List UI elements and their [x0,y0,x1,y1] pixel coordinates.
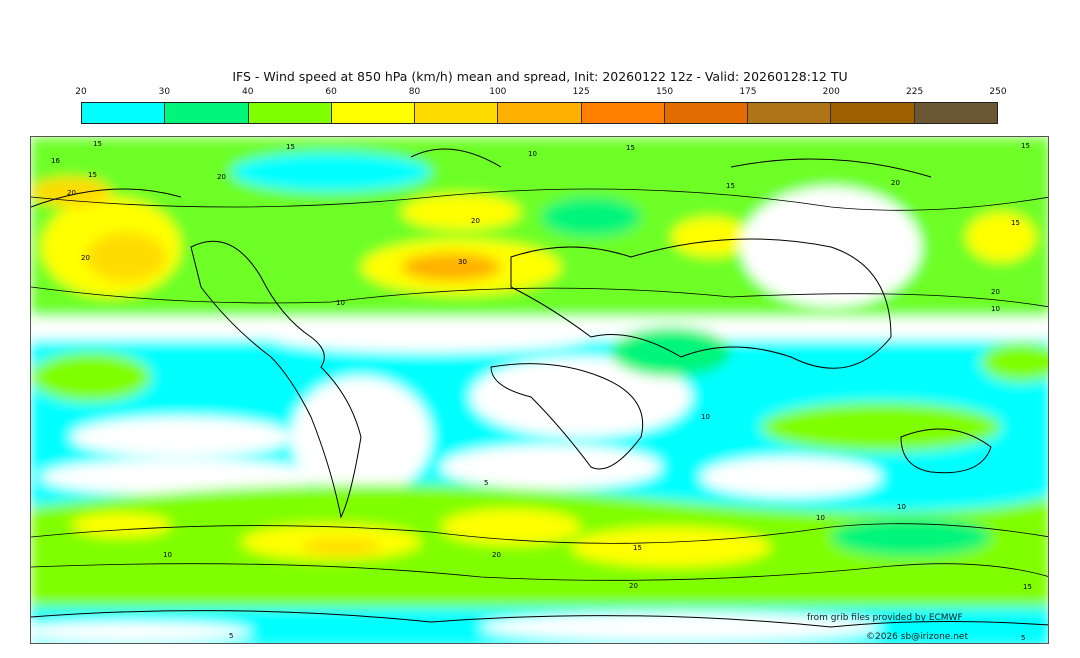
contour-label: 10 [163,551,172,559]
colorbar-tick-label: 20 [75,87,87,97]
contour-label: 20 [492,551,501,559]
colorbar-tick-label: 125 [572,87,590,97]
colorbar-tick-label: 60 [325,87,337,97]
colorbar-swatch [248,103,332,123]
contour-label: 15 [1011,219,1020,227]
colorbar-swatch [748,103,832,123]
colorbar-tick-label: 30 [158,87,171,97]
contour-label: 20 [891,179,900,187]
colorbar-swatch [82,103,166,123]
contour-label: 20 [629,582,638,590]
contour-label: 15 [286,143,295,151]
contour-label: 20 [991,288,1000,296]
contour-label: 30 [458,258,467,266]
contour-label: 5 [229,632,233,640]
colorbar-tick-label: 200 [822,87,840,97]
colorbar-swatch [415,103,499,123]
contour-label: 15 [1021,142,1030,150]
contour-label: 10 [336,299,345,307]
colorbar-tick-label: 100 [489,87,507,97]
colorbar-swatch [498,103,582,123]
contour-label: 10 [528,150,537,158]
colorbar-swatch [831,103,915,123]
colorbar [81,102,998,124]
contour-label: 10 [816,514,825,522]
chart-title: IFS - Wind speed at 850 hPa (km/h) mean … [232,69,848,84]
colorbar-swatch [914,103,997,123]
contour-label: 15 [726,182,735,190]
contour-label: 15 [93,140,102,148]
contour-label: 5 [484,479,488,487]
contour-label: 20 [67,189,76,197]
contour-label: 10 [991,305,1000,313]
copyright-credit: ©2026 sb@irizone.net [866,632,968,642]
colorbar-tick-label: 225 [906,87,924,97]
contour-label: 15 [626,144,635,152]
contour-label: 20 [217,173,226,181]
contour-label: 15 [633,544,642,552]
colorbar-swatch [664,103,749,123]
contour-label: 20 [471,217,480,225]
contour-label: 20 [81,254,90,262]
colorbar-swatch [581,103,665,123]
colorbar-tick-label: 40 [241,87,254,97]
source-credit: from grib files provided by ECMWF [807,613,963,623]
contour-label: 10 [701,413,710,421]
colorbar-swatch [165,103,249,123]
wind-speed-map: 15 15 10 15 15 16 15 20 20 20 20 30 10 1… [30,136,1049,644]
colorbar-tick-label: 175 [739,87,757,97]
colorbar-swatch [331,103,416,123]
contour-label: 15 [88,171,97,179]
contour-label: 5 [1021,634,1025,642]
colorbar-tick-label: 80 [408,87,421,97]
contour-labels: 15 15 10 15 15 16 15 20 20 20 20 30 10 1… [51,140,1032,642]
contour-label: 15 [1023,583,1032,591]
contour-label: 16 [51,157,60,165]
colorbar-tick-label: 150 [655,87,674,97]
contour-label: 10 [897,503,906,511]
colorbar-tick-label: 250 [989,87,1007,97]
